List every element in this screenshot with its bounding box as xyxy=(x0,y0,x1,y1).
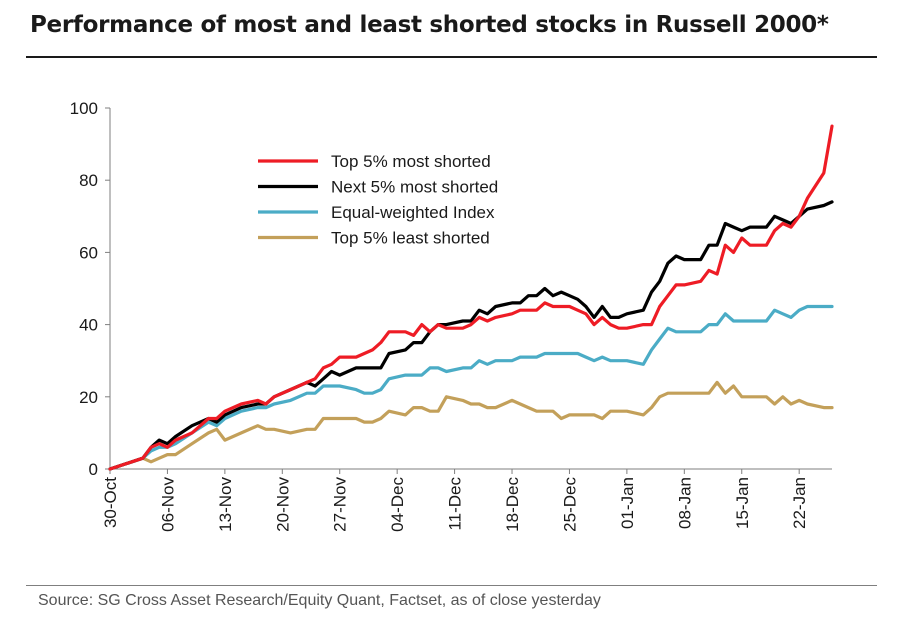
chart-title: Performance of most and least shorted st… xyxy=(30,12,829,38)
x-tick-label: 04-Dec xyxy=(388,477,407,532)
chart-axes: 0 20 40 60 80 100 30-Oct 06-Nov 13-Nov 20-Nov 27-N… xyxy=(70,99,832,532)
series-line-equal-weighted-index xyxy=(108,304,834,471)
y-tick-label: 20 xyxy=(79,388,98,407)
legend-label: Top 5% least shorted xyxy=(331,229,490,248)
legend-label: Next 5% most shorted xyxy=(331,178,498,197)
y-tick-label: 0 xyxy=(89,460,98,479)
x-tick-label: 08-Jan xyxy=(675,477,694,529)
source-note: Source: SG Cross Asset Research/Equity Q… xyxy=(38,592,601,609)
title-rule xyxy=(26,56,877,58)
y-tick-label: 40 xyxy=(79,316,98,335)
footer-rule xyxy=(26,585,877,586)
chart-legend: Top 5% most shorted Next 5% most shorted E… xyxy=(258,152,498,248)
x-tick-label: 13-Nov xyxy=(216,477,235,532)
x-tick-label: 06-Nov xyxy=(158,477,177,532)
y-tick-label: 60 xyxy=(79,243,98,262)
x-tick-label: 01-Jan xyxy=(618,477,637,529)
x-tick-label: 11-Dec xyxy=(446,477,465,531)
y-tick-label: 100 xyxy=(70,99,98,118)
series-line-top-5-most-shorted xyxy=(108,124,834,471)
legend-label: Top 5% most shorted xyxy=(331,152,491,171)
x-tick-label: 18-Dec xyxy=(503,477,522,532)
x-tick-label: 20-Nov xyxy=(273,477,292,532)
x-tick-label: 25-Dec xyxy=(560,477,579,532)
x-tick-label: 15-Jan xyxy=(733,477,752,529)
legend-label: Equal-weighted Index xyxy=(331,203,495,222)
x-tick-label: 27-Nov xyxy=(331,477,350,532)
series-line-top-5-least-shorted xyxy=(108,380,834,471)
x-tick-label: 30-Oct xyxy=(101,477,120,528)
x-tick-label: 22-Jan xyxy=(790,477,809,529)
line-chart: 0 20 40 60 80 100 30-Oct 06-Nov 13-Nov 20-Nov 27-N… xyxy=(70,99,834,532)
chart-series xyxy=(108,124,834,471)
y-tick-label: 80 xyxy=(79,171,98,190)
